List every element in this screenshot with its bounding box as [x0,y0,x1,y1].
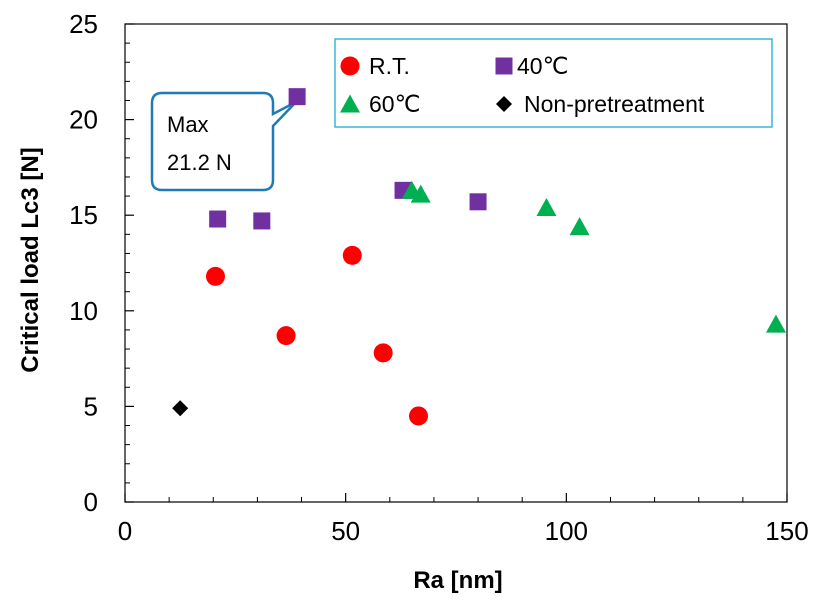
legend-label: 40℃ [517,53,568,79]
y-tick-label: 25 [69,9,98,39]
max-callout: Max 21.2 N [150,91,297,192]
axes [124,23,788,503]
y-axis-title: Critical load Lc3 [N] [17,147,44,372]
x-axis-title: Ra [nm] [413,567,502,594]
point-triangle [765,314,786,333]
callout-line-1: Max [167,112,209,137]
point-triangle [536,198,557,217]
ticks [124,23,788,503]
x-tick-label: 100 [545,516,588,546]
y-tick-label: 20 [69,105,98,135]
x-tick-label: 0 [118,516,132,546]
callout-line-2: 21.2 N [167,150,232,175]
point-diamond [172,400,189,417]
point-circle [276,326,296,346]
y-tick-label: 0 [84,487,98,517]
point-square [209,210,227,228]
y-tick-label: 10 [69,296,98,326]
y-tick-label: 15 [69,200,98,230]
tick-labels: 0 50 100 150 0 5 10 15 20 25 [69,9,809,546]
legend-label: Non-pretreatment [524,91,705,117]
legend-marker-circle [340,56,360,76]
point-circle [342,245,362,265]
point-square [288,88,306,106]
point-square [253,212,271,230]
data-points [172,88,786,426]
legend-entry: Non-pretreatment [496,91,705,117]
legend-entry: 40℃ [495,53,568,79]
x-tick-label: 150 [765,516,808,546]
legend-label: R.T. [369,53,410,79]
point-circle [205,266,225,286]
legend-marker-triangle [340,94,360,113]
legend-marker-square [495,57,513,75]
point-triangle [410,184,431,203]
point-square [469,193,487,211]
legend-entry: R.T. [340,53,410,79]
legend-box [334,38,773,128]
callout-bubble [150,91,297,192]
plot-frame [124,23,788,503]
x-tick-label: 50 [331,516,360,546]
y-tick-label: 5 [84,391,98,421]
point-circle [408,406,428,426]
point-triangle [569,217,590,236]
legend: R.T. 40℃ 60℃ Non-pretreatment [334,38,773,128]
legend-marker-diamond [496,96,512,112]
legend-entry: 60℃ [340,91,420,117]
legend-label: 60℃ [369,91,420,117]
point-circle [373,343,393,363]
